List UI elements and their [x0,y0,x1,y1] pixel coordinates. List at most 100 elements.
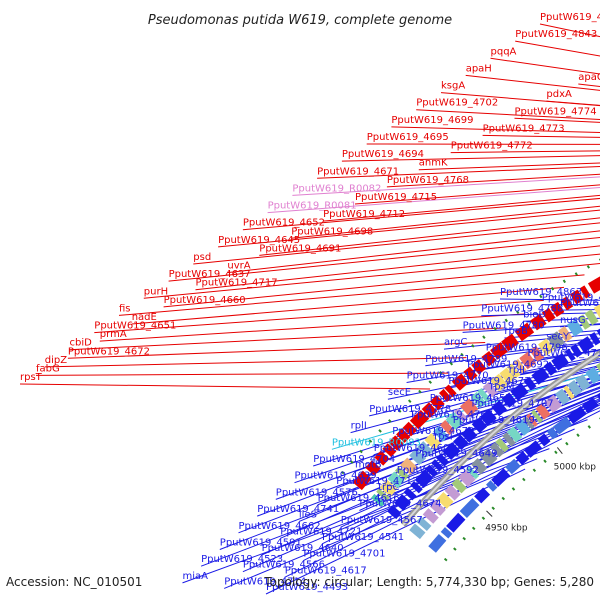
gene-label: secY [546,332,570,343]
gene-label: PputW619_4710 [528,348,600,359]
feature-segment [575,374,591,391]
feature-segment [481,350,497,367]
feature-segment [541,307,556,323]
gene-label: argC [444,337,467,348]
leader-line [354,184,600,205]
gene-label: fabG [36,363,60,374]
feature-segment [425,464,439,478]
reverse-arrow-track [428,392,600,553]
gene-label: PputW619_4617 [285,565,367,576]
feature-segment [515,451,530,466]
gene-label: PputW619_4715 [355,192,437,203]
feature-segment [506,426,523,443]
gene-label: PputW619_4796 [486,343,568,354]
tick-mark [486,510,493,517]
gene-label: PputW619_4698 [291,226,373,237]
feature-segment [513,358,527,374]
feature-segment [501,392,517,408]
gene-label: PputW619_4692 [467,359,549,370]
feature-segment [365,460,381,476]
feature-segment [374,450,390,466]
gene-label: PputW619_4788 [481,304,563,315]
leader-line [350,366,600,434]
genome-backbone [340,258,600,562]
leader-line [44,357,467,368]
feature-segment [429,395,445,411]
leader-line [482,134,600,138]
leader-line [386,173,600,188]
feature-segment [529,345,545,362]
feature-segment [579,285,591,299]
feature-segment [519,351,537,370]
gene-label: PputW619_4818 [542,293,600,304]
feature-segment [577,336,595,353]
leader-line [35,372,449,376]
gene-label: PputW619_4657 [430,393,512,404]
feature-segment [502,432,516,447]
gene-label: PputW619_4660 [164,295,246,306]
feature-segment [522,416,535,430]
feature-segment [402,421,418,437]
feature-segment [410,480,423,494]
gene-label: PputW619_4637 [169,269,251,280]
feature-segment [491,400,508,417]
gene-label: PputW619_4694 [342,149,424,160]
feature-segment [482,381,498,398]
gene-label: PputW619_4773 [483,123,565,134]
feature-segment [439,419,455,436]
leader-line [195,245,600,291]
gene-label: PputW619_4704 [313,454,395,465]
gene-label: rplI [351,421,367,432]
feature-segment [570,289,584,305]
feature-segment [491,468,511,488]
feature-segment [436,491,454,509]
gene-labels: PputW619_4912aceEPputW619_4843PputW619_4… [20,12,600,593]
gene-label: PputW619_4639 [295,471,377,482]
gene-label: PputW619_4741 [257,504,339,515]
gene-label: PputW619_4674 [359,499,441,510]
feature-segment [396,428,411,443]
gene-label: PputW619_4778 [369,404,451,415]
feature-segment [535,403,551,420]
gene-label: PputW619_4640 [262,543,344,554]
gene-label: PputW619_4662 [239,521,321,532]
feature-segment [471,458,488,475]
feature-segment [387,505,402,520]
feature-segment [490,342,508,360]
feature-segment [593,304,600,319]
gene-label: prmA [100,329,127,340]
feature-segment [531,367,550,385]
tick-label: 5000 kbp [554,462,597,472]
feature-segment [470,391,486,408]
leader-line [193,222,600,265]
gene-label: PputW619_4567 [341,515,423,526]
leader-line [396,393,600,478]
leader-line [341,155,600,162]
feature-segment [444,384,457,398]
forward-cds-track [352,276,600,491]
leader-line [19,383,431,390]
gene-label: uvrA [227,261,250,272]
feature-segment [554,388,571,406]
gene-label: ksgA [441,81,465,92]
feature-segment [564,348,576,362]
feature-segment [459,498,480,519]
feature-segment [376,488,390,502]
gene-label: PputW619_4691 [259,243,341,254]
feature-segment [451,478,467,494]
leader-line [471,375,600,411]
feature-segment [523,376,537,391]
feature-segment [424,433,442,450]
leader-line [291,205,600,239]
gene-label: PputW619_4717 [196,278,278,289]
leader-line [143,253,600,299]
feature-segment [570,343,583,358]
gene-label: purH [144,286,168,297]
map-title: Pseudomonas putida W619, complete genome [148,13,452,28]
feature-segment [403,487,417,501]
feature-segment [474,487,491,504]
gene-label: ileS [299,510,317,521]
feature-segment [567,379,583,397]
feature-segment [510,382,529,401]
gene-label: PputW619_4701 [303,549,385,560]
